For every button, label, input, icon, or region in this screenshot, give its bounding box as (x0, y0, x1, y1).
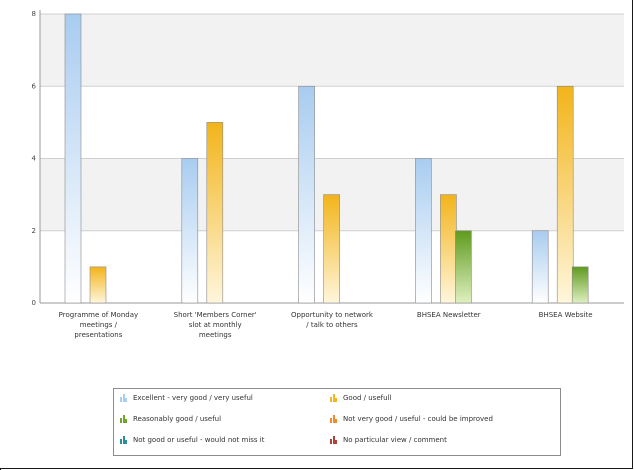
legend-swatch-icon (330, 393, 337, 402)
legend-swatch-icon (330, 435, 337, 444)
x-tick-label: presentations (74, 331, 122, 339)
legend-item: Reasonably good / useful (120, 414, 221, 423)
x-axis-category-labels: Programme of Monday meetings / presentatio… (59, 311, 593, 339)
legend-swatch-icon (120, 393, 127, 402)
bar (298, 85, 315, 304)
bar (415, 158, 432, 304)
legend-item: Good / usefull (330, 393, 391, 402)
bar (89, 266, 107, 304)
bar (440, 194, 457, 304)
legend-label: Reasonably good / useful (133, 414, 222, 423)
x-tick-label: / talk to others (306, 321, 358, 329)
y-tick-label: 8 (32, 10, 36, 18)
legend-item: Not very good / useful - could be improv… (330, 414, 493, 423)
bar (556, 85, 574, 304)
legend-item: Excellent - very good / very useful (120, 393, 253, 402)
legend-item: No particular view / comment (330, 435, 447, 444)
chart-legend: Excellent - very good / very useful Good … (113, 388, 561, 456)
bar (531, 230, 549, 304)
legend-label: Good / usefull (343, 393, 392, 402)
plot-band (40, 14, 624, 87)
legend-label: No particular view / comment (343, 435, 447, 444)
y-axis-tick-labels: 0 2 4 6 8 (32, 10, 37, 307)
x-tick-label: Opportunity to network (291, 311, 374, 319)
y-tick-label: 0 (32, 299, 36, 307)
legend-swatch-icon (120, 414, 127, 423)
x-tick-label: BHSEA Website (539, 311, 593, 319)
y-tick-label: 2 (32, 227, 36, 235)
bar-chart: 0 2 4 6 8 Programme of Monday meetings / prese… (32, 10, 624, 339)
bar (64, 13, 82, 304)
bar (571, 266, 589, 304)
bar (206, 122, 224, 304)
bar (455, 230, 472, 304)
legend-swatch-icon (330, 414, 337, 423)
legend-label: Excellent - very good / very useful (133, 393, 253, 402)
legend-swatch-icon (120, 435, 127, 444)
bar (181, 158, 199, 304)
x-tick-label: slot at monthly (189, 321, 242, 329)
y-tick-label: 4 (32, 155, 37, 163)
bars (64, 13, 589, 304)
legend-label: Not good or useful - would not miss it (133, 435, 265, 444)
legend-label: Not very good / useful - could be improv… (343, 414, 493, 423)
bar (323, 194, 340, 304)
x-tick-label: Short 'Members Corner' (174, 311, 257, 319)
plot-band (40, 86, 624, 159)
x-tick-label: BHSEA Newsletter (417, 311, 481, 319)
x-tick-label: meetings (199, 331, 232, 339)
x-tick-label: meetings / (80, 321, 118, 329)
x-tick-label: Programme of Monday (59, 311, 139, 319)
y-tick-label: 6 (32, 82, 37, 90)
legend-item: Not good or useful - would not miss it (120, 435, 264, 444)
